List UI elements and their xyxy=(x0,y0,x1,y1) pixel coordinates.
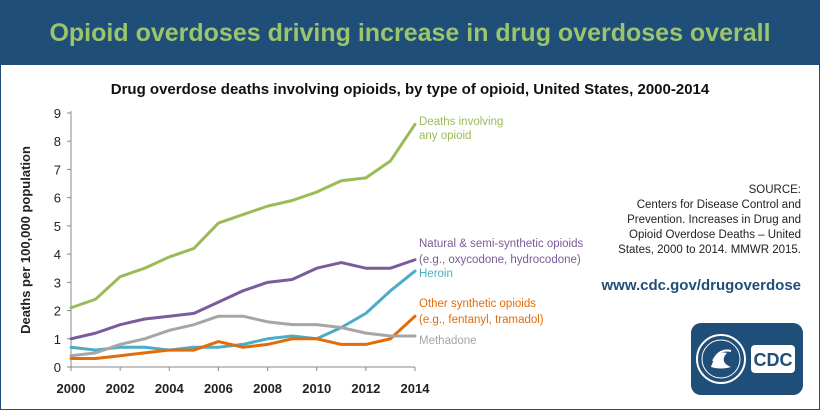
x-tick-label: 2002 xyxy=(106,381,135,396)
y-tick-label: 4 xyxy=(54,247,61,262)
source-url-link[interactable]: www.cdc.gov/drugoverdose xyxy=(601,277,801,294)
x-tick-label: 2010 xyxy=(302,381,331,396)
series-label: Other synthetic opioids xyxy=(419,298,536,310)
series-label: (e.g., fentanyl, tramadol) xyxy=(419,314,544,326)
y-tick-label: 3 xyxy=(54,275,61,290)
y-tick-label: 0 xyxy=(54,360,61,375)
series-label: Heroin xyxy=(419,268,453,280)
x-tick-label: 2008 xyxy=(253,381,282,396)
y-tick-label: 5 xyxy=(54,219,61,234)
y-axis-label: Deaths per 100,000 population xyxy=(18,146,33,334)
banner-title: Opioid overdoses driving increase in dru… xyxy=(1,1,819,65)
source-text: Centers for Disease Control and Preventi… xyxy=(618,199,801,256)
source-label: SOURCE: xyxy=(748,184,801,196)
chart-title: Drug overdose deaths involving opioids, … xyxy=(110,81,710,98)
y-tick-label: 1 xyxy=(54,332,61,347)
hhs-cdc-logo: CDC xyxy=(691,323,803,395)
hhs-seal-icon xyxy=(696,334,746,384)
series-label: Natural & semi-synthetic opioids xyxy=(419,238,584,250)
series-label: Deaths involving xyxy=(419,116,503,128)
x-tick-label: 2014 xyxy=(401,381,431,396)
series-line xyxy=(69,314,417,358)
y-tick-label: 7 xyxy=(54,162,61,177)
y-tick-label: 8 xyxy=(54,134,61,149)
source-note: SOURCE: Centers for Disease Control and … xyxy=(601,183,801,258)
cdc-logo-text: CDC xyxy=(754,350,793,370)
series-label: any opioid xyxy=(419,130,471,142)
x-tick-label: 2006 xyxy=(204,381,233,396)
y-tick-label: 9 xyxy=(54,106,61,121)
y-tick-label: 6 xyxy=(54,191,61,206)
series-line xyxy=(69,258,417,341)
cdc-badge xyxy=(751,345,795,373)
series-line xyxy=(69,122,417,310)
series-label: (e.g., oxycodone, hydrocodone) xyxy=(419,254,581,266)
series-line xyxy=(69,314,417,361)
x-tick-label: 2004 xyxy=(155,381,185,396)
series-label: Methadone xyxy=(419,335,477,347)
y-tick-label: 2 xyxy=(54,304,61,319)
x-tick-label: 2012 xyxy=(351,381,380,396)
line-chart: 0 1 2 3 4 5 6 7 8 9 2000 2002 2004 2006 2008 2010 2012 20… xyxy=(18,106,584,396)
series-line xyxy=(69,269,417,352)
x-tick-label: 2000 xyxy=(57,381,86,396)
